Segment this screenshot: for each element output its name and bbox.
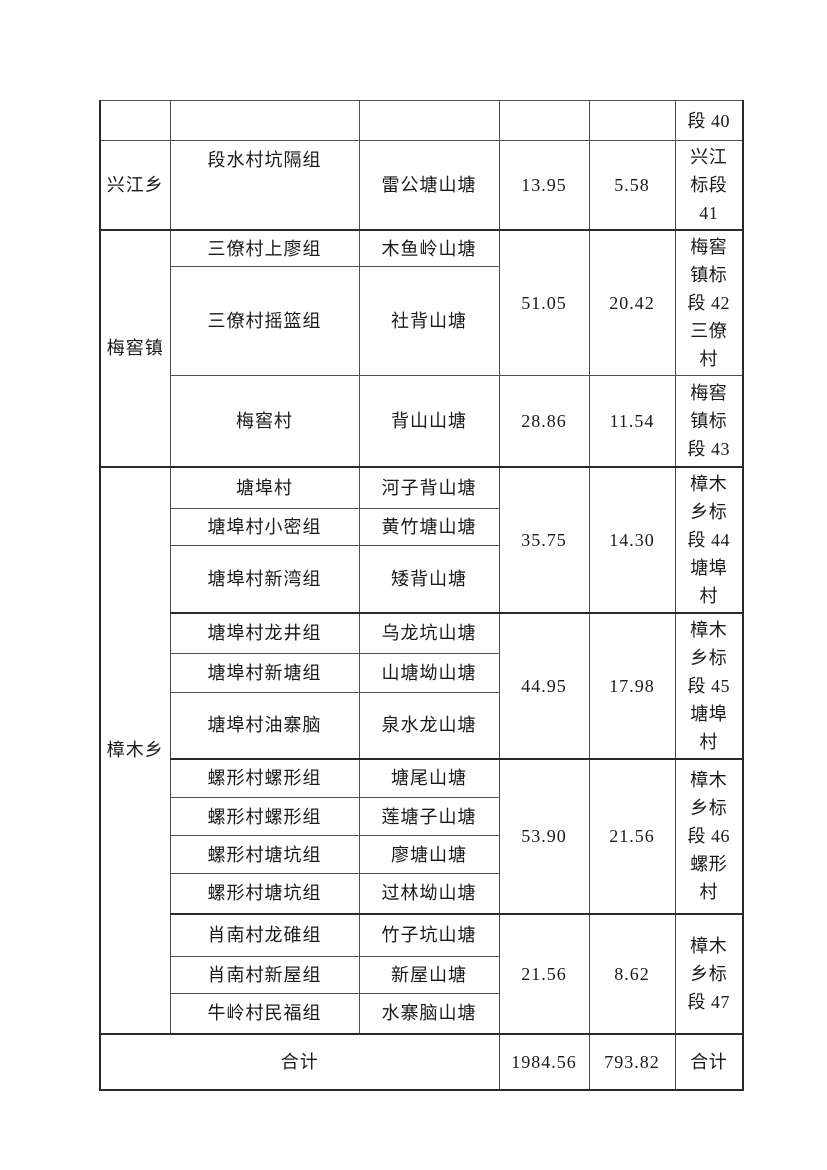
total-label-cell: 合计 <box>99 1033 500 1090</box>
pond-cell: 雷公塘山塘 <box>358 140 500 231</box>
empty-value2-cell <box>588 100 676 141</box>
village-cell: 塘埠村油寨脑 <box>169 691 360 760</box>
table-row: 螺形村塘坑组 廖塘山塘 <box>100 835 743 874</box>
village-cell: 三僚村上廖组 <box>169 229 360 268</box>
table-row: 螺形村螺形组 塘尾山塘 53.90 21.56 樟木 乡标 段 46 螺形 村 <box>100 758 744 915</box>
section-cell: 樟木 乡标 段 47 <box>674 913 744 1035</box>
pond-cell: 黄竹塘山塘 <box>358 507 500 547</box>
table-row: 螺形村螺形组 莲塘子山塘 <box>100 797 743 836</box>
section-cell: 樟木 乡标 段 44 塘埠 村 <box>674 466 744 614</box>
value1-cell: 35.75 <box>498 466 590 614</box>
section-cell: 梅窖 镇标 段 43 <box>674 375 744 468</box>
pond-cell: 水寨脑山塘 <box>358 993 500 1035</box>
table-row: 塘埠村新湾组 矮背山塘 <box>100 545 743 614</box>
village-cell: 三僚村摇篮组 <box>169 266 360 376</box>
value2-cell: 11.54 <box>588 375 676 468</box>
village-cell: 梅窖村 <box>169 375 360 468</box>
empty-value1-cell <box>498 100 590 141</box>
village-cell: 肖南村新屋组 <box>169 956 360 994</box>
village-cell: 牛岭村民福组 <box>169 993 360 1035</box>
table-row: 梅窖镇 三僚村上廖组 木鱼岭山塘 51.05 20.42 梅窖 镇标 段 42 … <box>99 229 744 468</box>
table-row: 塘埠村油寨脑 泉水龙山塘 <box>100 691 743 760</box>
value1-cell: 44.95 <box>498 612 590 760</box>
township-cell: 兴江乡 <box>99 140 171 231</box>
table-row: 塘埠村龙井组 乌龙坑山塘 44.95 17.98 樟木 乡标 段 45 塘埠 村 <box>100 611 744 760</box>
ponds-table: 段 40 兴江乡 段水村坑隔组 雷公塘山塘 13.95 5.58 兴江 标段 4… <box>99 100 744 1091</box>
pond-cell: 廖塘山塘 <box>358 835 500 874</box>
section-cell: 兴江 标段 41 <box>674 140 744 231</box>
village-cell: 螺形村塘坑组 <box>169 835 360 874</box>
pond-cell: 过林坳山塘 <box>358 873 500 915</box>
village-cell: 塘埠村 <box>169 466 360 509</box>
table-row: 塘埠村新塘组 山塘坳山塘 <box>100 653 743 693</box>
total-value2-cell: 793.82 <box>588 1033 676 1090</box>
pond-cell: 山塘坳山塘 <box>358 653 500 693</box>
value1-cell: 13.95 <box>498 140 590 231</box>
value1-cell: 21.56 <box>498 913 590 1035</box>
total-section-cell: 合计 <box>674 1033 744 1090</box>
value2-cell: 20.42 <box>588 229 676 376</box>
table-row: 樟木乡 塘埠村 河子背山塘 35.75 14.30 樟木 乡标 段 44 塘埠 … <box>99 466 744 1035</box>
village-cell: 螺形村螺形组 <box>169 797 360 836</box>
table-row: 螺形村塘坑组 过林坳山塘 <box>100 873 743 915</box>
pond-cell: 泉水龙山塘 <box>358 691 500 760</box>
empty-village-cell <box>169 100 360 141</box>
township-cell: 梅窖镇 <box>99 229 171 468</box>
village-cell: 螺形村螺形组 <box>169 758 360 798</box>
table-row: 肖南村新屋组 新屋山塘 <box>100 956 743 994</box>
pond-cell: 背山山塘 <box>358 375 500 468</box>
section-cell: 段 40 <box>674 100 744 141</box>
value2-cell: 8.62 <box>588 913 676 1035</box>
pond-cell: 莲塘子山塘 <box>358 797 500 836</box>
table-row: 梅窖村 背山山塘 28.86 11.54 梅窖 镇标 段 43 <box>100 375 744 468</box>
pond-cell: 矮背山塘 <box>358 545 500 614</box>
table-row: 三僚村摇篮组 社背山塘 <box>100 266 743 376</box>
value2-cell: 5.58 <box>588 140 676 231</box>
table-row: 牛岭村民福组 水寨脑山塘 <box>100 993 743 1035</box>
table-row: 段 40 <box>99 100 744 141</box>
village-cell: 塘埠村小密组 <box>169 507 360 547</box>
pond-cell: 社背山塘 <box>358 266 500 376</box>
section-cell: 樟木 乡标 段 46 螺形 村 <box>674 758 744 915</box>
value1-cell: 53.90 <box>498 758 590 915</box>
total-row: 合计 1984.56 793.82 合计 <box>99 1033 744 1090</box>
value1-cell: 51.05 <box>498 229 590 376</box>
village-cell: 段水村坑隔组 <box>169 140 360 231</box>
village-cell: 塘埠村新塘组 <box>169 653 360 693</box>
village-cell: 塘埠村龙井组 <box>169 611 360 655</box>
table-row: 肖南村龙碓组 竹子坑山塘 21.56 8.62 樟木 乡标 段 47 <box>100 913 744 1035</box>
empty-township-cell <box>99 100 171 141</box>
empty-pond-cell <box>358 100 500 141</box>
table-row: 塘埠村小密组 黄竹塘山塘 <box>100 507 743 547</box>
value2-cell: 21.56 <box>588 758 676 915</box>
total-value1-cell: 1984.56 <box>498 1033 590 1090</box>
pond-cell: 竹子坑山塘 <box>358 913 500 957</box>
section-cell: 樟木 乡标 段 45 塘埠 村 <box>674 612 744 760</box>
pond-cell: 乌龙坑山塘 <box>358 611 500 655</box>
value2-cell: 14.30 <box>588 466 676 614</box>
village-cell: 肖南村龙碓组 <box>169 913 360 957</box>
value2-cell: 17.98 <box>588 612 676 760</box>
township-cell: 樟木乡 <box>99 466 171 1035</box>
village-cell: 塘埠村新湾组 <box>169 545 360 614</box>
pond-cell: 木鱼岭山塘 <box>358 229 500 268</box>
table-row: 兴江乡 段水村坑隔组 雷公塘山塘 13.95 5.58 兴江 标段 41 <box>99 140 744 231</box>
section-cell: 梅窖 镇标 段 42 三僚 村 <box>674 229 744 376</box>
village-cell: 螺形村塘坑组 <box>169 873 360 915</box>
pond-cell: 塘尾山塘 <box>358 758 500 798</box>
pond-cell: 新屋山塘 <box>358 956 500 994</box>
value1-cell: 28.86 <box>498 375 590 468</box>
pond-cell: 河子背山塘 <box>358 466 500 509</box>
